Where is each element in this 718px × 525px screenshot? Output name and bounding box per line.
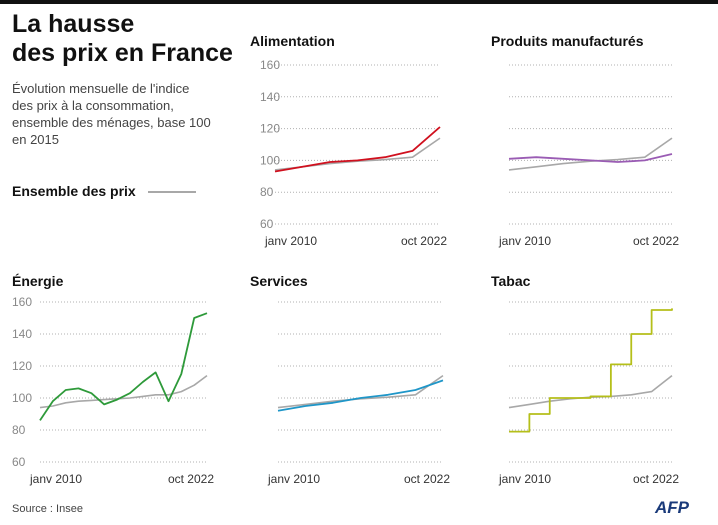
energie-ytick-label-100: 100	[12, 391, 32, 405]
panel-title-alimentation: Alimentation	[250, 33, 335, 49]
tabac-xtick-start: janv 2010	[498, 472, 551, 486]
produits-series-produits	[508, 153, 673, 163]
energie-ytick-label-60: 60	[12, 455, 26, 469]
produits-xtick-end: oct 2022	[633, 234, 679, 248]
top-rule	[0, 0, 718, 4]
legend-line	[148, 191, 196, 193]
alimentation-ytick-label-120: 120	[260, 122, 280, 136]
page-title: La hausse des prix en France	[12, 10, 242, 68]
energie-xtick-start: janv 2010	[29, 472, 82, 486]
alimentation-ytick-label-80: 80	[260, 185, 274, 199]
services-series-services	[277, 379, 444, 412]
panel-title-produits: Produits manufacturés	[491, 33, 644, 49]
afp-logo: AFP	[655, 498, 689, 517]
energie-series-energie	[39, 312, 208, 421]
tabac-series-tabac	[509, 308, 673, 433]
produits-xtick-start: janv 2010	[498, 234, 551, 248]
services-xtick-end: oct 2022	[404, 472, 450, 486]
energie-ytick-label-120: 120	[12, 359, 32, 373]
services-series-ensemble	[277, 374, 444, 409]
alimentation-ytick-label-60: 60	[260, 217, 274, 231]
produits-series-ensemble	[508, 137, 673, 171]
energie-ytick-label-140: 140	[12, 327, 32, 341]
subtitle: Évolution mensuelle de l'indice des prix…	[12, 81, 211, 147]
panel-title-tabac: Tabac	[491, 273, 531, 289]
legend-label: Ensemble des prix	[12, 183, 136, 199]
energie-xtick-end: oct 2022	[168, 472, 214, 486]
alimentation-ytick-label-160: 160	[260, 58, 280, 72]
alimentation-ytick-label-140: 140	[260, 90, 280, 104]
energie-ytick-label-160: 160	[12, 295, 32, 309]
title-line-1: La hausse	[12, 10, 135, 38]
alimentation-xtick-start: janv 2010	[264, 234, 317, 248]
energie-ytick-label-80: 80	[12, 423, 26, 437]
tabac-xtick-end: oct 2022	[633, 472, 679, 486]
panel-title-services: Services	[250, 273, 308, 289]
source-note: Source : Insee	[12, 503, 83, 515]
alimentation-ytick-label-100: 100	[260, 153, 280, 167]
services-xtick-start: janv 2010	[267, 472, 320, 486]
title-line-2: des prix en France	[12, 39, 233, 67]
alimentation-xtick-end: oct 2022	[401, 234, 447, 248]
alimentation-series-alimentation	[274, 126, 441, 173]
panel-title-energie: Énergie	[12, 273, 64, 289]
tabac-series-ensemble	[508, 374, 673, 409]
energie-series-ensemble	[39, 374, 208, 409]
alimentation-series-ensemble	[274, 137, 441, 171]
